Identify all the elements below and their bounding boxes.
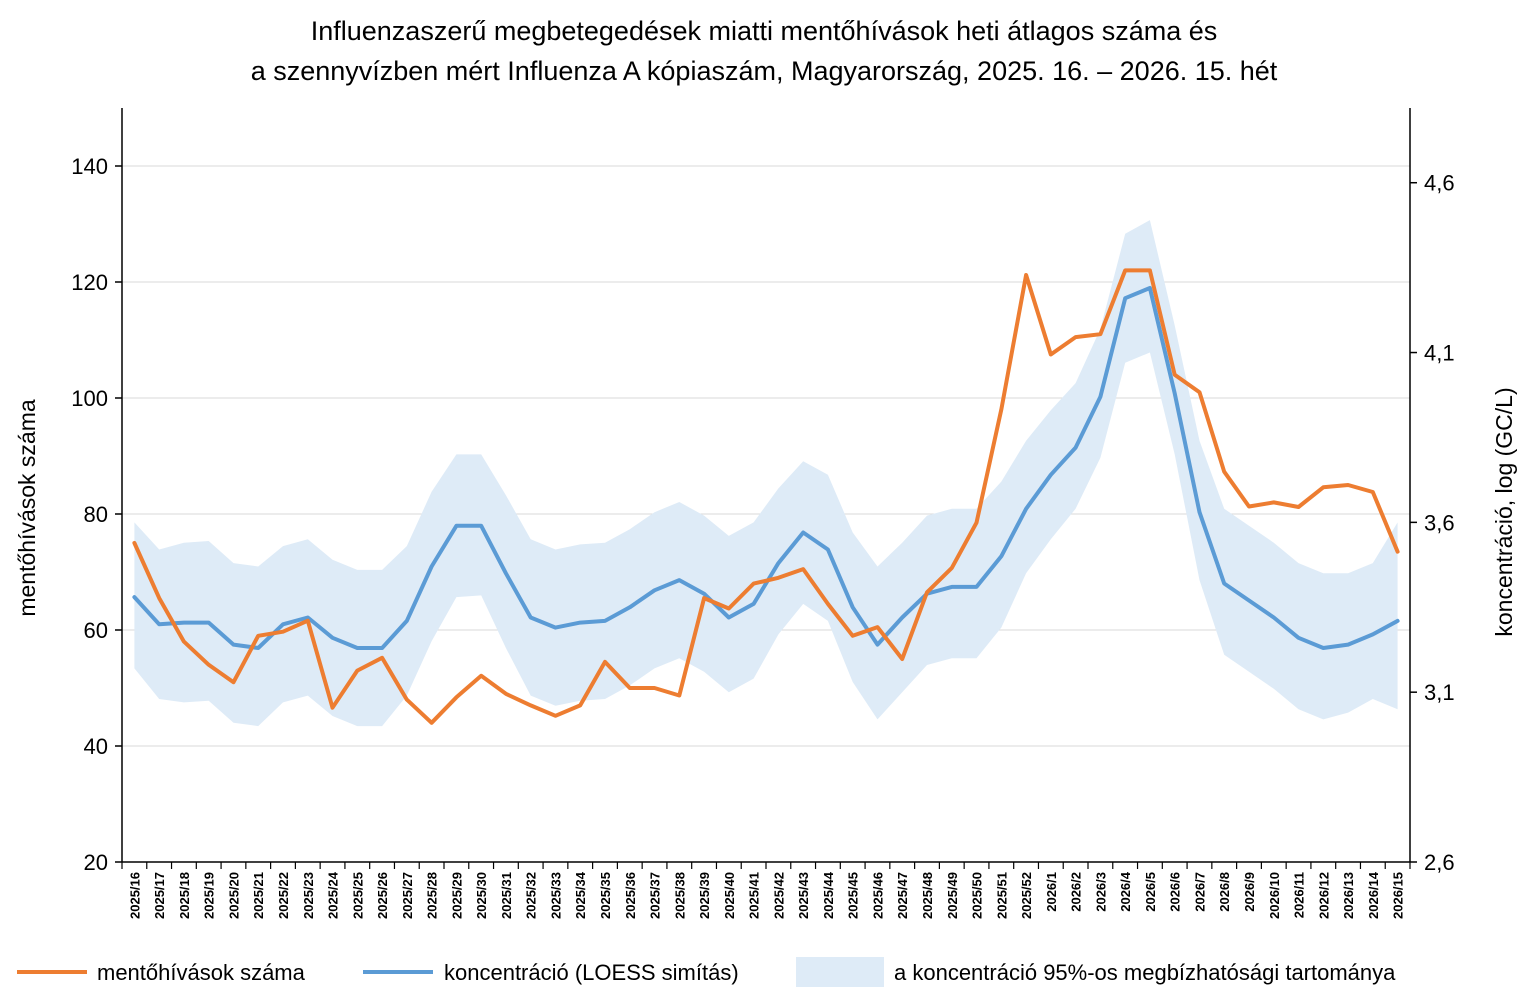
x-tick-label: 2025/21	[251, 872, 266, 919]
right-axis-title: koncentráció, log (GC/L)	[1491, 387, 1517, 636]
legend-label-band: a koncentráció 95%-os megbízhatósági tar…	[894, 960, 1396, 985]
confidence-band	[134, 220, 1398, 727]
x-tick-label: 2025/49	[945, 872, 960, 919]
axes	[121, 108, 1411, 863]
x-tick-label: 2025/35	[598, 872, 613, 919]
x-tick-label: 2026/3	[1093, 872, 1108, 912]
x-tick-label: 2025/39	[697, 872, 712, 919]
x-tick-label: 2026/14	[1366, 871, 1381, 919]
legend-label-calls: mentőhívások száma	[97, 960, 306, 985]
left-tick-label: 80	[84, 502, 108, 527]
right-tick-label: 2,6	[1424, 850, 1455, 875]
x-tick-label: 2025/18	[177, 872, 192, 919]
confidence-band-area	[134, 220, 1398, 727]
title-line-2: a szennyvízben mért Influenza A kópiaszá…	[251, 56, 1278, 86]
series-lines	[132, 268, 1400, 725]
x-tick-label: 2025/45	[846, 872, 861, 919]
title-line-1: Influenzaszerű megbetegedések miatti men…	[311, 16, 1218, 46]
x-tick-label: 2026/13	[1341, 872, 1356, 919]
left-axis-ticks: 20 40 60 80 100 120 140	[71, 154, 122, 875]
x-tick-label: 2026/4	[1118, 871, 1133, 912]
x-tick-label: 2025/19	[202, 872, 217, 919]
x-tick-label: 2025/40	[722, 872, 737, 919]
x-tick-label: 2025/17	[152, 872, 167, 919]
x-tick-label: 2026/8	[1217, 872, 1232, 912]
x-tick-label: 2025/16	[127, 872, 142, 919]
x-tick-label: 2025/25	[350, 872, 365, 919]
x-tick-label: 2026/15	[1391, 872, 1406, 919]
x-tick-label: 2025/24	[326, 871, 341, 919]
x-tick-label: 2025/41	[747, 872, 762, 919]
x-tick-label: 2025/52	[1019, 872, 1034, 919]
x-tick-label: 2026/6	[1168, 872, 1183, 912]
left-tick-label: 100	[71, 386, 108, 411]
left-axis-title: mentőhívások száma	[14, 399, 40, 617]
x-axis-ticks: 2025/16 2025/17 2025/18 2025/19 2025/20 2025/…	[121, 862, 1411, 919]
x-tick-label: 2025/46	[870, 872, 885, 919]
x-tick-label: 2025/51	[994, 872, 1009, 919]
left-tick-label: 40	[84, 734, 108, 759]
x-tick-label: 2025/20	[226, 872, 241, 919]
x-tick-label: 2025/36	[623, 872, 638, 919]
x-tick-label: 2026/5	[1143, 872, 1158, 912]
legend-label-concentration: koncentráció (LOESS simítás)	[444, 960, 739, 985]
x-tick-label: 2025/47	[895, 872, 910, 919]
x-tick-label: 2025/34	[573, 871, 588, 919]
x-tick-label: 2025/38	[672, 872, 687, 919]
right-axis-ticks: 2,6 3,1 3,6 4,1 4,6	[1410, 171, 1455, 875]
x-tick-label: 2026/1	[1044, 872, 1059, 912]
right-tick-label: 4,6	[1424, 171, 1455, 196]
x-tick-label: 2025/26	[375, 872, 390, 919]
left-tick-label: 60	[84, 618, 108, 643]
left-tick-label: 20	[84, 850, 108, 875]
x-tick-label: 2025/31	[499, 872, 514, 919]
x-tick-label: 2025/37	[648, 872, 663, 919]
x-tick-label: 2026/2	[1069, 872, 1084, 912]
x-tick-label: 2025/23	[301, 872, 316, 919]
chart-title: Influenzaszerű megbetegedések miatti men…	[251, 16, 1278, 86]
x-tick-label: 2025/43	[796, 872, 811, 919]
right-tick-label: 4,1	[1424, 341, 1455, 366]
x-tick-label: 2026/12	[1316, 872, 1331, 919]
x-tick-label: 2026/11	[1292, 872, 1307, 918]
right-tick-label: 3,6	[1424, 510, 1455, 535]
right-tick-label: 3,1	[1424, 680, 1455, 705]
legend: mentőhívások száma koncentráció (LOESS s…	[17, 957, 1396, 987]
x-tick-label: 2025/33	[548, 872, 563, 919]
legend-swatch-band	[796, 957, 884, 987]
concentration-line	[132, 286, 1400, 650]
x-tick-label: 2026/7	[1192, 872, 1207, 912]
x-tick-label: 2025/32	[524, 872, 539, 919]
x-tick-label: 2026/10	[1267, 872, 1282, 919]
x-tick-label: 2025/44	[821, 871, 836, 919]
x-tick-label: 2025/50	[970, 872, 985, 919]
x-tick-label: 2026/9	[1242, 872, 1257, 912]
left-tick-label: 140	[71, 154, 108, 179]
x-tick-label: 2025/48	[920, 872, 935, 919]
x-tick-label: 2025/27	[400, 872, 415, 919]
x-tick-label: 2025/28	[425, 872, 440, 919]
x-tick-label: 2025/29	[449, 872, 464, 919]
x-tick-label: 2025/22	[276, 872, 291, 919]
x-tick-label: 2025/42	[771, 872, 786, 919]
calls-line	[132, 268, 1400, 725]
x-tick-label: 2025/30	[474, 872, 489, 919]
left-tick-label: 120	[71, 270, 108, 295]
